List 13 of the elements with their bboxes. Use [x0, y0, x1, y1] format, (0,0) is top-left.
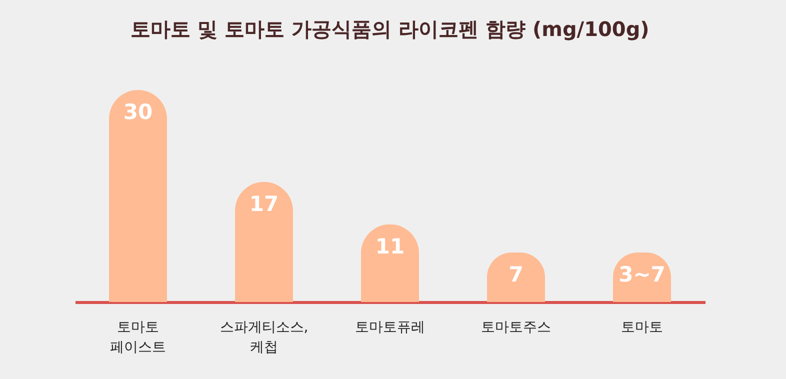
- data-label: 30: [123, 100, 153, 124]
- data-label: 7: [508, 262, 524, 287]
- x-tick-label: 토마토퓨레: [355, 320, 425, 336]
- bar: [109, 90, 167, 302]
- x-tick-label: 스파게티소스, 케첩: [220, 320, 308, 356]
- x-tick-label: 토마토: [621, 320, 663, 336]
- data-label: 11: [375, 234, 405, 258]
- bar: [235, 182, 293, 302]
- chart-title: 토마토 및 토마토 가공식품의 라이코펜 함량 (mg/100g): [130, 17, 650, 41]
- data-label: 3~7: [618, 262, 666, 287]
- x-tick-label: 토마토주스: [481, 320, 551, 336]
- data-label: 17: [249, 192, 279, 216]
- x-tick-label: 토마토 페이스트: [110, 320, 166, 356]
